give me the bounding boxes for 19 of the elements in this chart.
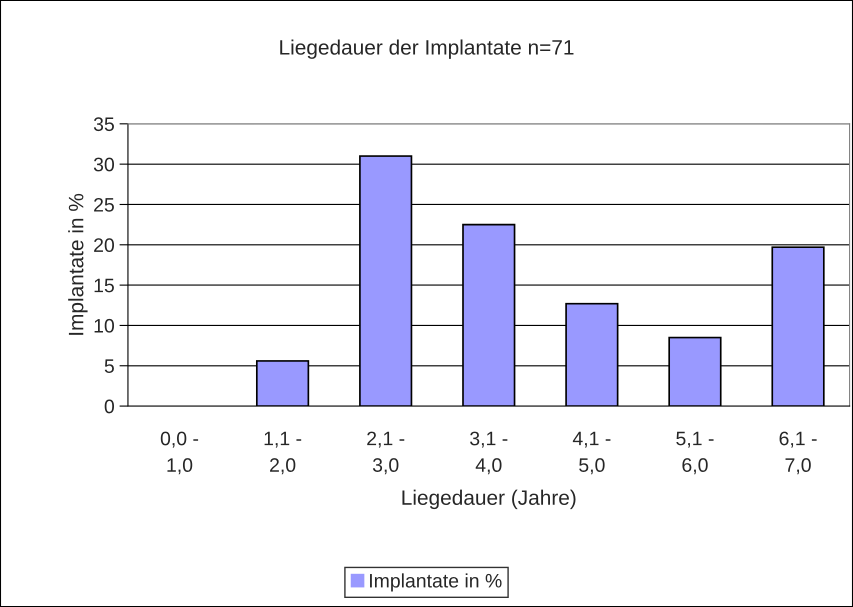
legend-label: Implantate in % (370, 573, 502, 592)
x-tick-label: 2,1 - 3,0 (367, 432, 404, 474)
x-axis-title: Liegedauer (Jahre) (402, 490, 576, 510)
y-tick-label: 15 (94, 278, 114, 292)
y-tick-label: 25 (94, 198, 114, 212)
y-tick-label: 0 (104, 400, 114, 414)
y-tick-label: 30 (94, 158, 114, 172)
y-axis-title: Implantate in % (68, 194, 88, 335)
y-tick-label: 35 (94, 117, 114, 132)
x-tick-label: 0,0 - 1,0 (160, 432, 198, 474)
y-tick-label: 20 (94, 238, 114, 252)
x-tick-label: 5,1 - 6,0 (676, 432, 714, 474)
y-tick-label: 10 (94, 318, 114, 333)
chart-title: Liegedauer der Implantate n=71 (280, 39, 574, 59)
x-tick-label: 6,1 - 7,0 (780, 432, 817, 474)
y-tick-label: 5 (104, 359, 114, 373)
x-tick-label: 4,1 - 5,0 (572, 432, 610, 474)
x-tick-label: 3,1 - 4,0 (470, 432, 508, 474)
x-tick-label: 1,1 - 2,0 (264, 432, 302, 474)
